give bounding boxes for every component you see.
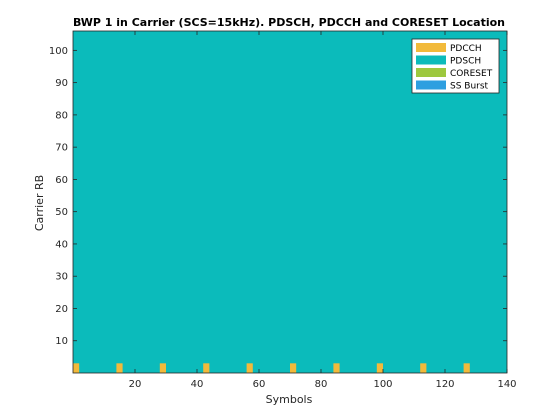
pdcch-region-10: [463, 363, 470, 373]
chart-title: BWP 1 in Carrier (SCS=15kHz). PDSCH, PDC…: [73, 16, 505, 29]
y-axis-label: Carrier RB: [33, 175, 46, 231]
y-tick-label: 60: [55, 175, 68, 186]
legend-swatch-coreset: [416, 68, 446, 77]
pdcch-region-5: [246, 363, 253, 373]
y-tick-label: 40: [55, 239, 68, 250]
axis-ticks: 20 40 60 80 100 120 140 10 20 30 40 50 60 70 80 90 100: [49, 31, 517, 390]
x-tick-label: 120: [435, 379, 454, 390]
legend-swatch-pdsch: [416, 55, 446, 65]
legend-entry-pdsch: PDSCH: [450, 57, 481, 67]
x-tick-label: 100: [373, 379, 392, 390]
pdcch-region-3: [159, 363, 166, 373]
pdcch-region-6: [290, 363, 297, 373]
y-tick-label: 10: [55, 336, 68, 347]
legend-entry-coreset: CORESET: [450, 69, 493, 79]
axes-box: [72, 30, 508, 374]
y-tick-label: 20: [55, 304, 68, 315]
x-axis-label: Symbols: [266, 393, 313, 406]
pdcch-region-1: [73, 363, 80, 373]
pdcch-region-7: [333, 363, 340, 373]
legend-swatch-pdcch: [416, 43, 446, 52]
pdcch-region-4: [203, 363, 210, 373]
legend-swatch-ss-burst: [416, 80, 446, 90]
y-tick-label: 90: [55, 78, 68, 89]
legend-entry-pdcch: PDCCH: [450, 44, 482, 54]
x-tick-label: 140: [497, 379, 516, 390]
y-tick-label: 100: [49, 46, 68, 57]
legend-entry-ss-burst: SS Burst: [450, 82, 489, 92]
pdcch-region-2: [116, 363, 123, 373]
y-tick-label: 80: [55, 110, 68, 121]
y-tick-label: 50: [55, 207, 68, 218]
x-tick-label: 80: [315, 379, 328, 390]
x-tick-label: 20: [129, 379, 142, 390]
x-tick-label: 40: [191, 379, 204, 390]
chart-legend: PDCCH PDSCH CORESET SS Burst: [411, 38, 500, 94]
x-tick-label: 60: [253, 379, 266, 390]
pdcch-region-8: [376, 363, 383, 373]
y-tick-label: 30: [55, 272, 68, 283]
y-tick-label: 70: [55, 143, 68, 154]
pdcch-region-9: [420, 363, 427, 373]
